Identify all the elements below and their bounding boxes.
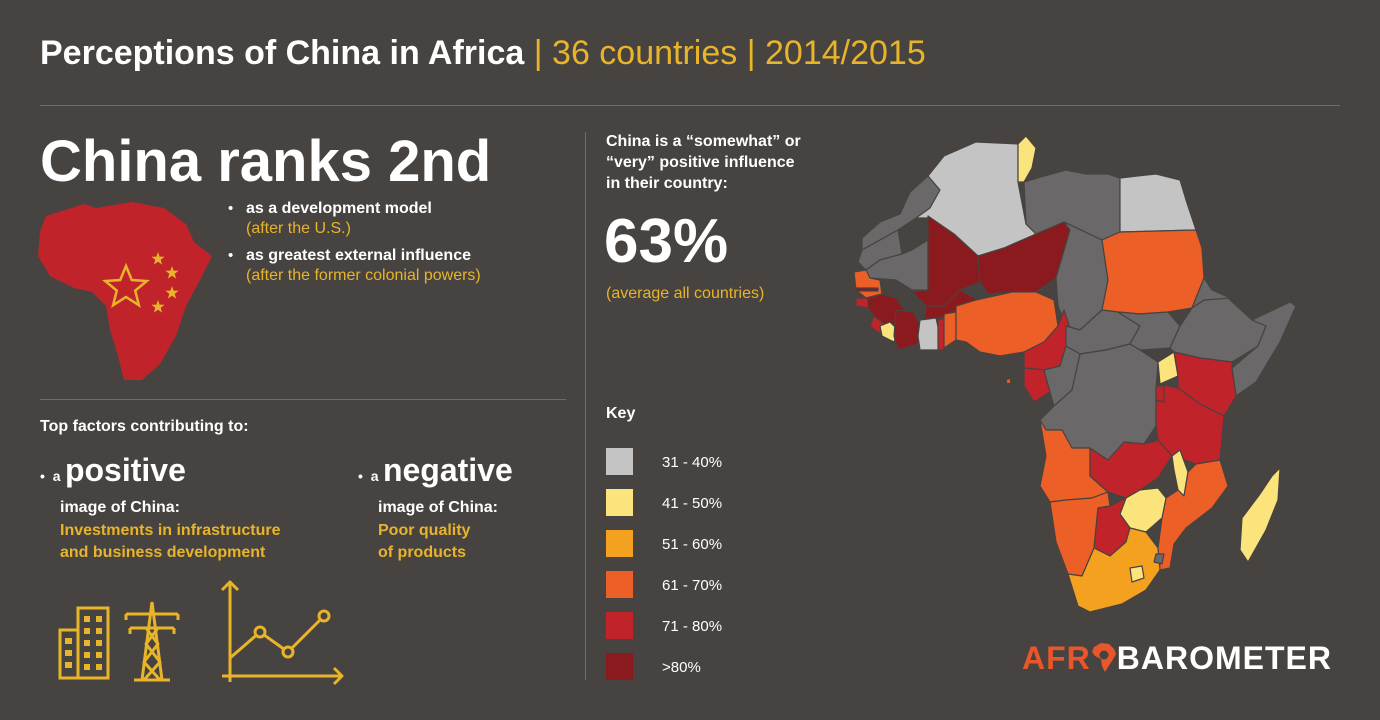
page-title: Perceptions of China in Africa | 36 coun… (40, 34, 926, 73)
map-region-sao-tome (1005, 377, 1012, 385)
factor-big: negative (382, 452, 513, 488)
stat-note: (average all countries) (606, 285, 765, 302)
map-region-swaziland (1153, 553, 1165, 565)
map-region-benin (943, 311, 957, 349)
map-region-kenya (1173, 351, 1237, 417)
key-label: >80% (662, 659, 701, 676)
key-swatch (606, 530, 633, 557)
factors-title: Top factors contributing to: (40, 418, 249, 435)
key-swatch (606, 571, 633, 598)
stat-label: China is a “somewhat” or “very” positive… (606, 131, 846, 194)
factor-image: image of China: (60, 499, 181, 516)
key-label: 41 - 50% (662, 495, 723, 512)
map-region-guinea-bissau (855, 297, 869, 309)
title-years: 2014/2015 (765, 34, 926, 72)
buildings-icon (58, 606, 110, 680)
reason-line-2: and business development (60, 544, 266, 561)
key-label: 51 - 60% (662, 536, 723, 553)
factor-lead: a (52, 468, 61, 484)
title-main: Perceptions of China in Africa (40, 34, 525, 72)
stat-label-line-2: “very” positive influence (606, 154, 795, 171)
rank-item-influence: as greatest external influence (after th… (228, 247, 568, 285)
key-swatch (606, 489, 633, 516)
factor-big: positive (64, 452, 186, 488)
stat-value: 63% (604, 207, 729, 276)
stat-label-line-1: China is a “somewhat” or (606, 133, 801, 150)
map-region-rwanda-burundi (1155, 385, 1165, 403)
rank-sub: (after the U.S.) (246, 220, 351, 237)
map-region-tunisia (1017, 135, 1037, 183)
key-label: 31 - 40% (662, 454, 723, 471)
map-region-somalia (1231, 301, 1297, 397)
factor-image: image of China: (378, 499, 499, 516)
map-region-south-africa (1067, 527, 1161, 613)
key-label: 71 - 80% (662, 618, 723, 635)
key-label: 61 - 70% (662, 577, 723, 594)
title-countries: 36 countries (552, 34, 738, 72)
factor-reason: Investments in infrastructure and busine… (40, 520, 281, 564)
map-region-gabon (1023, 367, 1051, 403)
africa-logo-icon (1091, 643, 1116, 672)
key-swatch (606, 653, 633, 680)
map-region-ghana (917, 317, 941, 351)
reason-line-2: of products (378, 544, 466, 561)
reason-line-1: Poor quality (378, 522, 471, 539)
factor-bullet: • (358, 468, 371, 484)
logo-part-2: BAROMETER (1116, 640, 1332, 676)
map-region-egypt (1119, 173, 1197, 233)
section-divider (40, 399, 566, 400)
power-tower-icon (124, 601, 180, 682)
rank-main: as greatest external influence (246, 247, 471, 264)
map-region-lesotho (1129, 565, 1145, 583)
factor-positive: • a positive image of China: Investments… (40, 452, 281, 564)
headline: China ranks 2nd (40, 129, 492, 194)
factor-bullet: • (40, 468, 53, 484)
map-region-madagascar (1239, 467, 1281, 563)
reason-line-1: Investments in infrastructure (60, 522, 281, 539)
title-separator-1: | (533, 34, 543, 72)
rank-sub: (after the former colonial powers) (246, 267, 481, 284)
key-swatch (606, 612, 633, 639)
map-region-gambia (855, 287, 879, 292)
line-graph-icon (220, 580, 344, 686)
map-region-ivory-coast (893, 309, 921, 351)
map-region-mozambique (1157, 459, 1229, 571)
column-divider (585, 132, 586, 680)
afrobarometer-logo: AFR BAROMETER (1022, 640, 1332, 677)
map-region-eritrea (1191, 277, 1231, 309)
key-title: Key (606, 405, 636, 422)
logo-part-1: AFR (1022, 640, 1091, 676)
stat-label-line-3: in their country: (606, 175, 728, 192)
factor-lead: a (370, 468, 379, 484)
china-africa-flag-icon (38, 202, 212, 380)
rank-main: as a development model (246, 200, 432, 217)
factor-reason: Poor quality of products (358, 520, 513, 564)
rank-list: as a development model (after the U.S.) … (228, 200, 568, 294)
title-separator-2: | (746, 34, 756, 72)
key-swatch (606, 448, 633, 475)
map-region-sudan (1101, 229, 1205, 315)
rank-item-development: as a development model (after the U.S.) (228, 200, 568, 238)
header-divider (40, 105, 1340, 106)
africa-map (853, 135, 1297, 613)
map-region-togo (937, 317, 945, 351)
factor-negative: • a negative image of China: Poor qualit… (358, 452, 513, 564)
map-region-zambia (1089, 439, 1173, 499)
